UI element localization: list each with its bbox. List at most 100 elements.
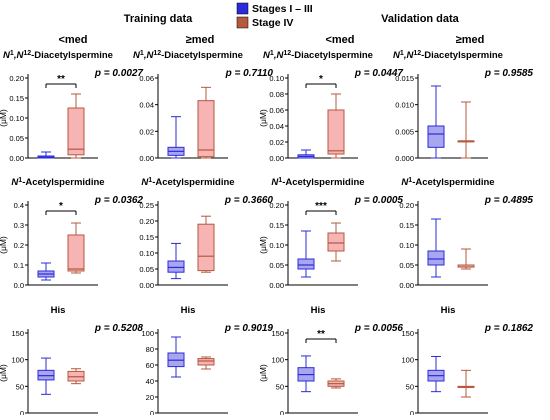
y-tick-label: 0 — [410, 409, 414, 415]
y-axis-label: (μM) — [258, 109, 268, 127]
y-tick-label: 50 — [276, 382, 284, 391]
y-tick-label: 0.00 — [269, 281, 284, 290]
title-sup: 1 — [400, 50, 404, 57]
legend-swatch-stage-iv — [236, 16, 249, 29]
panel-title: N1,N12-Diacetylspermine — [3, 50, 113, 62]
title-part: -Acetylspermidine — [412, 177, 494, 188]
title-sup: 1 — [18, 177, 22, 184]
y-tick-label: 0.04 — [139, 101, 154, 110]
y-tick-label: 0.10 — [269, 241, 284, 250]
box-stage-iv — [67, 368, 85, 385]
legend: Stages I – III Stage IV — [236, 2, 313, 29]
title-part: N — [141, 177, 149, 188]
box-stages-i-iii — [427, 355, 445, 393]
box-stage-iv — [457, 369, 475, 398]
y-tick-label: 0.15 — [269, 221, 284, 230]
p-value-label: p = 0.0362 — [94, 195, 144, 206]
iqr-box — [197, 223, 215, 272]
y-tick-label: 0.00 — [269, 154, 284, 163]
validation-data-label: Validation data — [381, 13, 460, 25]
y-tick-label: 0.00 — [139, 154, 154, 163]
p-value-label: p = 0.0005 — [354, 195, 404, 206]
y-tick-label: 0.10 — [9, 114, 24, 123]
y-tick-label: 0.00 — [9, 154, 24, 163]
box-stage-iv — [67, 222, 85, 274]
box-stage-iv — [457, 248, 475, 270]
y-tick-label: 100 — [401, 356, 414, 365]
p-value-label: p = 0.9019 — [224, 323, 274, 334]
title-part: N — [11, 177, 19, 188]
title-part: -Diacetylspermine — [291, 50, 373, 61]
box-stages-i-iii — [167, 116, 185, 159]
y-tick-label: 150 — [11, 329, 24, 338]
iqr-box — [197, 100, 215, 158]
title-part: ,N — [143, 50, 155, 61]
title-sup: 1 — [408, 177, 412, 184]
title-part: N — [393, 50, 401, 61]
chart-panel: N1,N12-Diacetylspermine0.000.020.040.060… — [258, 50, 403, 164]
y-tick-label: 60 — [146, 361, 154, 370]
title-part: N — [133, 50, 141, 61]
panel-title: His — [441, 305, 456, 316]
panel-title: N1-Acetylspermidine — [271, 177, 364, 189]
title-part: N — [271, 177, 279, 188]
panel-title: His — [51, 305, 66, 316]
significance-stars: * — [59, 201, 63, 212]
iqr-box — [427, 250, 445, 266]
y-tick-label: 0.05 — [399, 261, 414, 270]
p-value-label: p = 0.0447 — [354, 68, 404, 79]
y-tick-label: 50 — [16, 382, 24, 391]
title-part: N — [401, 177, 409, 188]
group-lt-med-training: <med — [58, 34, 87, 46]
chart-panel: N1,N12-Diacetylspermine 0.000 0.005 0.010 0.… — [393, 50, 533, 164]
y-tick-label: 0 — [20, 409, 24, 415]
p-value-label: p = 0.1862 — [484, 323, 534, 334]
y-tick-label: 0.3 — [14, 221, 24, 230]
title-sup: 1 — [148, 177, 152, 184]
y-tick-label: 80 — [146, 345, 154, 354]
y-tick-label: 150 — [401, 329, 414, 338]
p-value-label: p = 0.9585 — [484, 68, 534, 79]
title-part: ,N — [403, 50, 415, 61]
panel-title: N1,N12-Diacetylspermine — [133, 50, 243, 62]
chart-panel: N1-Acetylspermidine 0.00 0.05 0.10 0.15 0.20 p… — [399, 177, 533, 291]
y-tick-label: 0 — [150, 409, 154, 415]
box-stage-iv — [457, 101, 475, 159]
y-tick-label: 0.06 — [269, 106, 284, 115]
title-part: -Diacetylspermine — [31, 50, 113, 61]
y-axis-label: (μM) — [0, 236, 8, 254]
title-part: -Diacetylspermine — [161, 50, 243, 61]
y-axis-label: (μM) — [258, 236, 268, 254]
y-tick-label: 0.20 — [9, 74, 24, 83]
y-tick-label: 0.20 — [399, 201, 414, 210]
y-tick-label: 0.15 — [399, 221, 414, 230]
p-value-label: p = 0.0056 — [354, 323, 404, 334]
p-value-label: p = 0.0027 — [94, 68, 144, 79]
y-tick-label: 0.0 — [14, 281, 24, 290]
y-tick-label: 0.2 — [14, 241, 24, 250]
p-value-label: p = 0.3660 — [224, 195, 274, 206]
iqr-box — [297, 258, 315, 270]
panel-title: N1-Acetylspermidine — [11, 177, 104, 189]
significance-stars: *** — [315, 201, 327, 212]
y-tick-label: 0.02 — [139, 127, 154, 136]
box-stages-i-iii — [297, 355, 315, 393]
chart-panel: His 0 50 100 150 (μM) p = 0.5208 — [0, 305, 143, 418]
training-data-label: Training data — [124, 13, 193, 25]
chart-panel: His 0 20 40 60 80 100 p = 0.9019 — [141, 305, 274, 418]
y-axis-label: (μM) — [258, 364, 268, 382]
y-tick-label: 0.015 — [395, 74, 414, 83]
y-tick-label: 0.00 — [139, 281, 154, 290]
y-tick-label: 0.25 — [139, 201, 154, 210]
significance-bracket: ** — [305, 329, 337, 343]
y-tick-label: 40 — [146, 377, 154, 386]
iqr-box — [67, 234, 85, 272]
group-lt-med-validation: <med — [325, 34, 354, 46]
significance-bracket: *** — [305, 201, 337, 215]
group-ge-med-training: ≥med — [186, 34, 215, 46]
title-part: N — [3, 50, 11, 61]
y-tick-label: 0.08 — [269, 90, 284, 99]
iqr-box — [167, 260, 185, 273]
chart-panel: His 0 50 100 150 p = 0.1862 — [401, 305, 534, 418]
y-tick-label: 100 — [11, 356, 24, 365]
